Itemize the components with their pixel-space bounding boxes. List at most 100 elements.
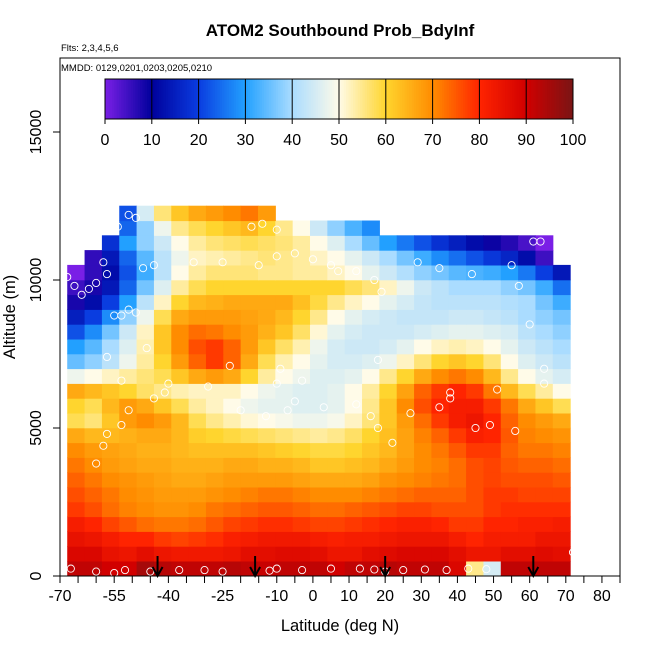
heatmap-cell [205, 472, 224, 488]
heatmap-cell [84, 472, 103, 488]
heatmap-cell [67, 368, 86, 384]
heatmap-cell [483, 338, 502, 355]
heatmap-cell [153, 516, 172, 532]
heatmap-cell [431, 324, 450, 340]
heatmap-cell [466, 338, 484, 355]
heatmap-cell [552, 353, 571, 370]
heatmap-cell [431, 383, 450, 399]
colorbar-segment [537, 79, 541, 119]
heatmap-cell [379, 427, 398, 444]
heatmap-cell [292, 324, 311, 340]
heatmap-cell [466, 383, 484, 399]
heatmap-cell [171, 294, 190, 310]
heatmap-cell [257, 546, 276, 562]
colorbar-segment [362, 79, 366, 119]
colorbar-segment [481, 79, 485, 119]
heatmap-cell [136, 516, 155, 532]
x-tick-label: 10 [340, 588, 358, 605]
heatmap-cell [223, 309, 242, 325]
heatmap-cell [67, 279, 86, 296]
dates-note: MMDD: 0129,0201,0203,0205,0210 [61, 63, 212, 74]
heatmap-cell [67, 560, 86, 577]
colorbar-segment [233, 79, 237, 119]
heatmap-cell [223, 338, 242, 355]
heatmap-cell [552, 294, 571, 310]
colorbar-segment [334, 79, 338, 119]
heatmap-cell [414, 264, 432, 281]
heatmap-cell [466, 531, 484, 547]
sample-point [164, 379, 173, 388]
colorbar-segment [451, 79, 455, 119]
heatmap-cell [101, 279, 120, 296]
colorbar-segment [561, 79, 565, 119]
colorbar-segment [266, 79, 270, 119]
colorbar-segment [339, 79, 342, 119]
heatmap-cell [188, 457, 207, 473]
colorbar-tick-label: 70 [424, 132, 442, 149]
heatmap-cell [379, 457, 398, 473]
heatmap-cell [240, 412, 259, 429]
heatmap-cell [223, 412, 242, 429]
heatmap-cell [257, 531, 276, 547]
heatmap-cell [240, 324, 259, 340]
heatmap-cell [119, 324, 138, 340]
heatmap-cell [448, 368, 467, 384]
heatmap-cell [414, 338, 432, 355]
heatmap-cell [257, 383, 276, 399]
heatmap-cell [362, 309, 380, 325]
heatmap-cell [362, 546, 380, 562]
colorbar-segment [196, 79, 199, 119]
colorbar-segment [402, 79, 405, 119]
heatmap-cell [67, 353, 86, 370]
heatmap-cell [171, 264, 190, 281]
sample-point [370, 565, 379, 574]
heatmap-cell [275, 427, 294, 444]
heatmap-cell [518, 338, 536, 355]
heatmap-cell [431, 250, 450, 266]
heatmap-cell [188, 516, 207, 532]
heatmap-cell [67, 264, 86, 281]
heatmap-cell [136, 486, 155, 503]
heatmap-cell [448, 324, 467, 340]
colorbar-segment [182, 79, 185, 119]
heatmap-cell [552, 279, 571, 296]
heatmap-cell [344, 457, 363, 473]
heatmap-cell [327, 368, 346, 384]
heatmap-cell [136, 368, 155, 384]
heatmap-cell [257, 250, 276, 266]
heatmap-cell [344, 383, 363, 399]
heatmap-cell [500, 368, 519, 384]
colorbar-segment [547, 79, 550, 119]
x-tick-label: 40 [449, 588, 467, 605]
heatmap-cell [535, 516, 554, 532]
sample-point [265, 566, 274, 575]
heatmap-cell [448, 472, 467, 488]
heatmap-cell [552, 472, 571, 488]
heatmap-cell [257, 427, 276, 444]
heatmap-cell [414, 427, 432, 444]
heatmap-cell [431, 457, 450, 473]
heatmap-cell [101, 546, 120, 562]
heatmap-cell [327, 472, 346, 488]
heatmap-cell [396, 368, 415, 384]
heatmap-cell [535, 368, 554, 384]
heatmap-cell [310, 250, 328, 266]
sample-point [298, 566, 307, 575]
colorbar-segment [369, 79, 373, 119]
heatmap-cell [84, 412, 103, 429]
heatmap-cell [518, 279, 536, 296]
colorbar-segment [500, 79, 504, 119]
colorbar-segment [165, 79, 169, 119]
heatmap-cell [396, 309, 415, 325]
colorbar-segment [343, 79, 347, 119]
heatmap-cell [344, 338, 363, 355]
heatmap-cell [119, 546, 138, 562]
heatmap-cell [396, 294, 415, 310]
heatmap-cell [414, 546, 432, 562]
heatmap-cell [396, 442, 415, 458]
heatmap-cell [310, 324, 328, 340]
colorbar-segment [170, 79, 174, 119]
colorbar-segment [313, 79, 316, 119]
sample-point [464, 564, 473, 573]
